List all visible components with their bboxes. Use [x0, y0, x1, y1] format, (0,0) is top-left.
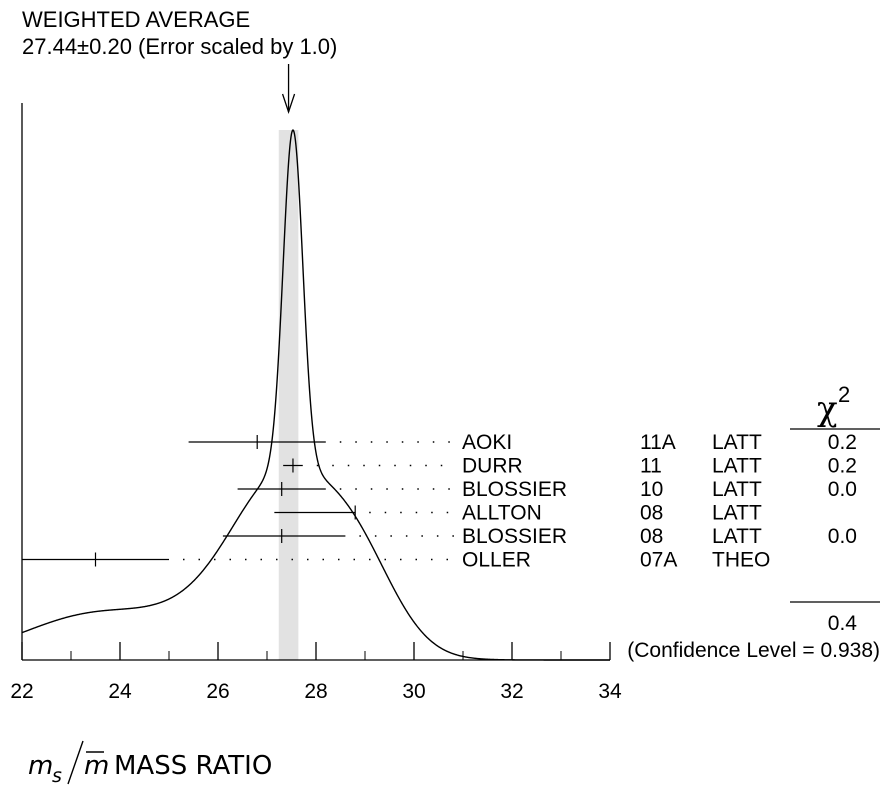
x-tick-label: 22 [10, 680, 33, 703]
measurement-year: 07A [640, 549, 677, 572]
measurement-row: BLOSSIER 08 LATT 0.0 [222, 525, 857, 548]
x-label-slash [67, 740, 84, 785]
measurement-author: DURR [462, 455, 523, 478]
measurement-year: 08 [640, 525, 663, 548]
average-arrow [281, 64, 296, 115]
confidence-level: (Confidence Level = 0.938) [627, 639, 880, 662]
measurement-chi2: 0.0 [828, 478, 857, 501]
x-label-text: MASS RATIO [114, 751, 272, 781]
measurement-author: BLOSSIER [462, 525, 567, 548]
measurement-row: BLOSSIER 10 LATT 0.0 [237, 478, 857, 501]
measurement-author: BLOSSIER [462, 478, 567, 501]
measurement-chi2: 0.0 [828, 525, 857, 548]
measurement-year: 08 [640, 502, 663, 525]
average-error-band [278, 130, 299, 660]
measurement-technique: LATT [712, 478, 762, 501]
x-axis-label: m s m MASS RATIO [28, 740, 272, 787]
chi2-total: 0.4 [828, 612, 858, 635]
measurement-year: 11A [640, 431, 676, 454]
x-tick-label: 26 [206, 680, 229, 703]
measurement-year: 11 [640, 455, 662, 478]
chart-title: WEIGHTED AVERAGE [22, 7, 250, 32]
measurement-author: OLLER [462, 549, 531, 572]
measurement-technique: THEO [712, 549, 770, 572]
x-label-symbol-sub: s [52, 765, 62, 787]
chart-subtitle: 27.44±0.20 (Error scaled by 1.0) [22, 34, 337, 59]
measurements-group: AOKI 11A LATT 0.2 DURR 11 LATT 0.2 BLOSSIER 10 LAT… [22, 431, 857, 572]
x-tick-label: 34 [598, 680, 622, 703]
measurement-chi2: 0.2 [828, 431, 857, 454]
ideogram-curve [21, 129, 610, 661]
measurement-technique: LATT [712, 502, 762, 525]
measurement-technique: LATT [712, 525, 762, 548]
measurement-technique: LATT [712, 431, 762, 454]
measurement-year: 10 [640, 478, 663, 501]
x-label-symbol-num: m [28, 751, 53, 781]
measurement-row: DURR 11 LATT 0.2 [283, 455, 857, 478]
x-label-symbol-den: m [84, 751, 109, 781]
measurement-row: ALLTON 08 LATT [274, 502, 762, 525]
measurement-row: OLLER 07A THEO [22, 549, 770, 572]
measurement-technique: LATT [712, 455, 762, 478]
x-tick-label: 24 [108, 680, 132, 703]
chi2-header: χ [817, 389, 838, 429]
measurement-row: AOKI 11A LATT 0.2 [188, 431, 857, 454]
x-tick-label: 30 [402, 680, 425, 703]
chi2-header-superscript: 2 [838, 382, 850, 407]
measurement-author: AOKI [462, 431, 512, 454]
x-axis-ticks: 22 24 26 28 30 32 34 [10, 642, 622, 703]
measurement-author: ALLTON [462, 502, 542, 525]
x-tick-label: 28 [304, 680, 327, 703]
x-tick-label: 32 [500, 680, 523, 703]
measurement-chi2: 0.2 [828, 455, 857, 478]
